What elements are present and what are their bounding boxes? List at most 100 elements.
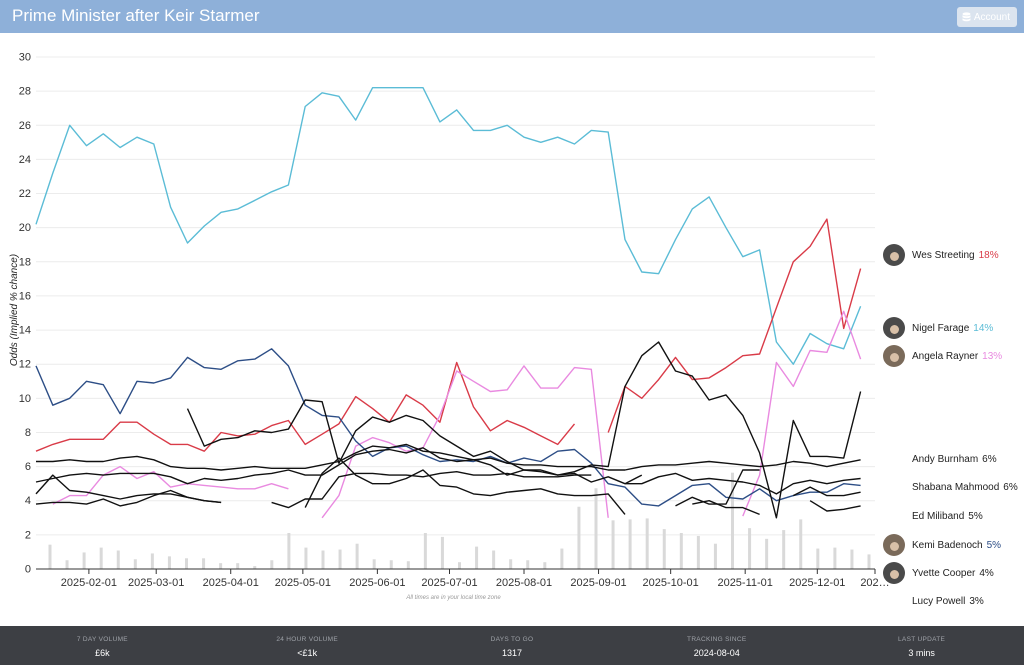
volume-bar [526, 560, 530, 569]
avatar [883, 590, 905, 612]
y-tick-label: 10 [19, 393, 31, 405]
series-nigel-farage [35, 87, 862, 365]
chart-gridlines [36, 56, 875, 570]
legend-item-ed-miliband[interactable]: Ed Miliband 5% [883, 504, 983, 528]
volume-bar [167, 556, 171, 569]
volume-bar [99, 547, 103, 569]
series-line [52, 310, 862, 519]
series-line [35, 447, 861, 495]
legend-item-yvette-cooper[interactable]: Yvette Cooper 4% [883, 561, 994, 585]
stat-24-hour-volume: 24 HOUR VOLUME <£1k [276, 636, 339, 658]
y-tick-label: 4 [25, 495, 31, 507]
volume-bar [304, 547, 308, 569]
legend-item-angela-rayner[interactable]: Angela Rayner 13% [883, 344, 1002, 368]
series-kemi-badenoch [35, 348, 861, 507]
volume-bar [867, 554, 871, 569]
volume-bar [116, 550, 120, 569]
avatar [883, 244, 905, 266]
x-tick-label: 2025-02-01 [61, 577, 117, 589]
stat-last-update: LAST UPDATE 3 mins [898, 636, 946, 658]
avatar [883, 317, 905, 339]
legend-pct: 6% [1003, 481, 1018, 493]
legend-name: Kemi Badenoch [912, 539, 983, 551]
legend-pct: 14% [973, 322, 994, 334]
page-title: Prime Minister after Keir Starmer [12, 6, 260, 25]
legend-item-wes-streeting[interactable]: Wes Streeting 18% [883, 243, 999, 267]
stats-footer: 7 DAY VOLUME £6k 24 HOUR VOLUME <£1k DAY… [0, 626, 1024, 665]
avatar [883, 476, 905, 498]
account-button[interactable]: Account [956, 7, 1017, 27]
volume-bar [65, 560, 69, 569]
x-tick-label: 2025-11-01 [717, 577, 772, 589]
volume-bar [816, 548, 820, 569]
legend-pct: 4% [979, 567, 994, 579]
y-tick-label: 26 [19, 120, 31, 132]
x-tick-label: 2025-10-01 [643, 577, 699, 589]
volume-bar [765, 538, 769, 569]
legend-item-shabana-mahmood[interactable]: Shabana Mahmood 6% [883, 475, 1018, 499]
legend-pct: 18% [978, 249, 999, 261]
volume-bar [782, 530, 786, 569]
legend-pct: 3% [969, 595, 984, 607]
series-line [35, 469, 861, 509]
legend-name: Shabana Mahmood [912, 481, 1000, 493]
x-tick-label: 2025-03-01 [128, 577, 184, 589]
stat-days-to-go: DAYS TO GO 1317 [490, 636, 534, 658]
legend-name: Ed Miliband [912, 510, 965, 522]
series-line [35, 218, 862, 452]
stat-7-day-volume: 7 DAY VOLUME £6k [76, 636, 128, 658]
series-lines [35, 87, 862, 519]
volume-bar [492, 550, 496, 569]
volume-bar [731, 472, 734, 569]
volume-bar [406, 561, 410, 569]
legend-item-kemi-badenoch[interactable]: Kemi Badenoch 5% [883, 533, 1001, 557]
x-tick-label: 2025-04-01 [203, 577, 259, 589]
series-line [35, 457, 861, 516]
legend-item-lucy-powell[interactable]: Lucy Powell 3% [883, 589, 984, 613]
stat-tracking-since: TRACKING SINCE 2024-08-04 [687, 636, 747, 658]
timezone-note: All times are in your local time zone [406, 595, 501, 601]
y-tick-label: 12 [19, 359, 31, 371]
y-tick-label: 18 [19, 256, 31, 268]
volume-bar [611, 520, 615, 569]
volume-bar [713, 543, 717, 569]
x-tick-label: 202… [860, 577, 889, 589]
y-tick-label: 16 [19, 290, 31, 302]
legend-name: Lucy Powell [912, 595, 966, 607]
volume-bar [833, 547, 837, 569]
volume-bar [219, 563, 223, 569]
legend-pct: 13% [982, 350, 1003, 362]
volume-bars [48, 472, 871, 569]
volume-bar [509, 559, 513, 569]
volume-bar [185, 558, 188, 569]
volume-bar [372, 559, 376, 569]
x-axis: 2025-02-01 2025-03-01 2025-04-01 2025-05-01… [61, 569, 890, 589]
volume-bar [577, 506, 581, 569]
series-line [35, 348, 861, 507]
volume-bar [560, 548, 564, 569]
legend-name: Angela Rayner [912, 350, 979, 362]
legend-item-nigel-farage[interactable]: Nigel Farage 14% [883, 316, 993, 340]
y-tick-label: 2 [25, 529, 31, 541]
legend-name: Andy Burnham [912, 453, 979, 465]
volume-bar [133, 559, 137, 569]
volume-bar [270, 560, 274, 569]
y-tick-label: 6 [25, 461, 31, 473]
legend-item-andy-burnham[interactable]: Andy Burnham 6% [883, 447, 997, 471]
x-tick-label: 2025-08-01 [496, 577, 552, 589]
volume-bar [748, 528, 752, 569]
series-ed-miliband [35, 457, 861, 516]
volume-bar [287, 533, 291, 569]
volume-bar [543, 562, 547, 569]
volume-bar [253, 566, 257, 569]
y-tick-label: 20 [19, 222, 31, 234]
y-tick-label: 24 [19, 154, 31, 166]
volume-bar [628, 519, 632, 569]
legend-pct: 5% [986, 539, 1002, 551]
legend-name: Yvette Cooper [912, 567, 976, 579]
y-tick-label: 28 [19, 86, 31, 98]
volume-bar [389, 560, 393, 569]
volume-bar [48, 544, 52, 569]
